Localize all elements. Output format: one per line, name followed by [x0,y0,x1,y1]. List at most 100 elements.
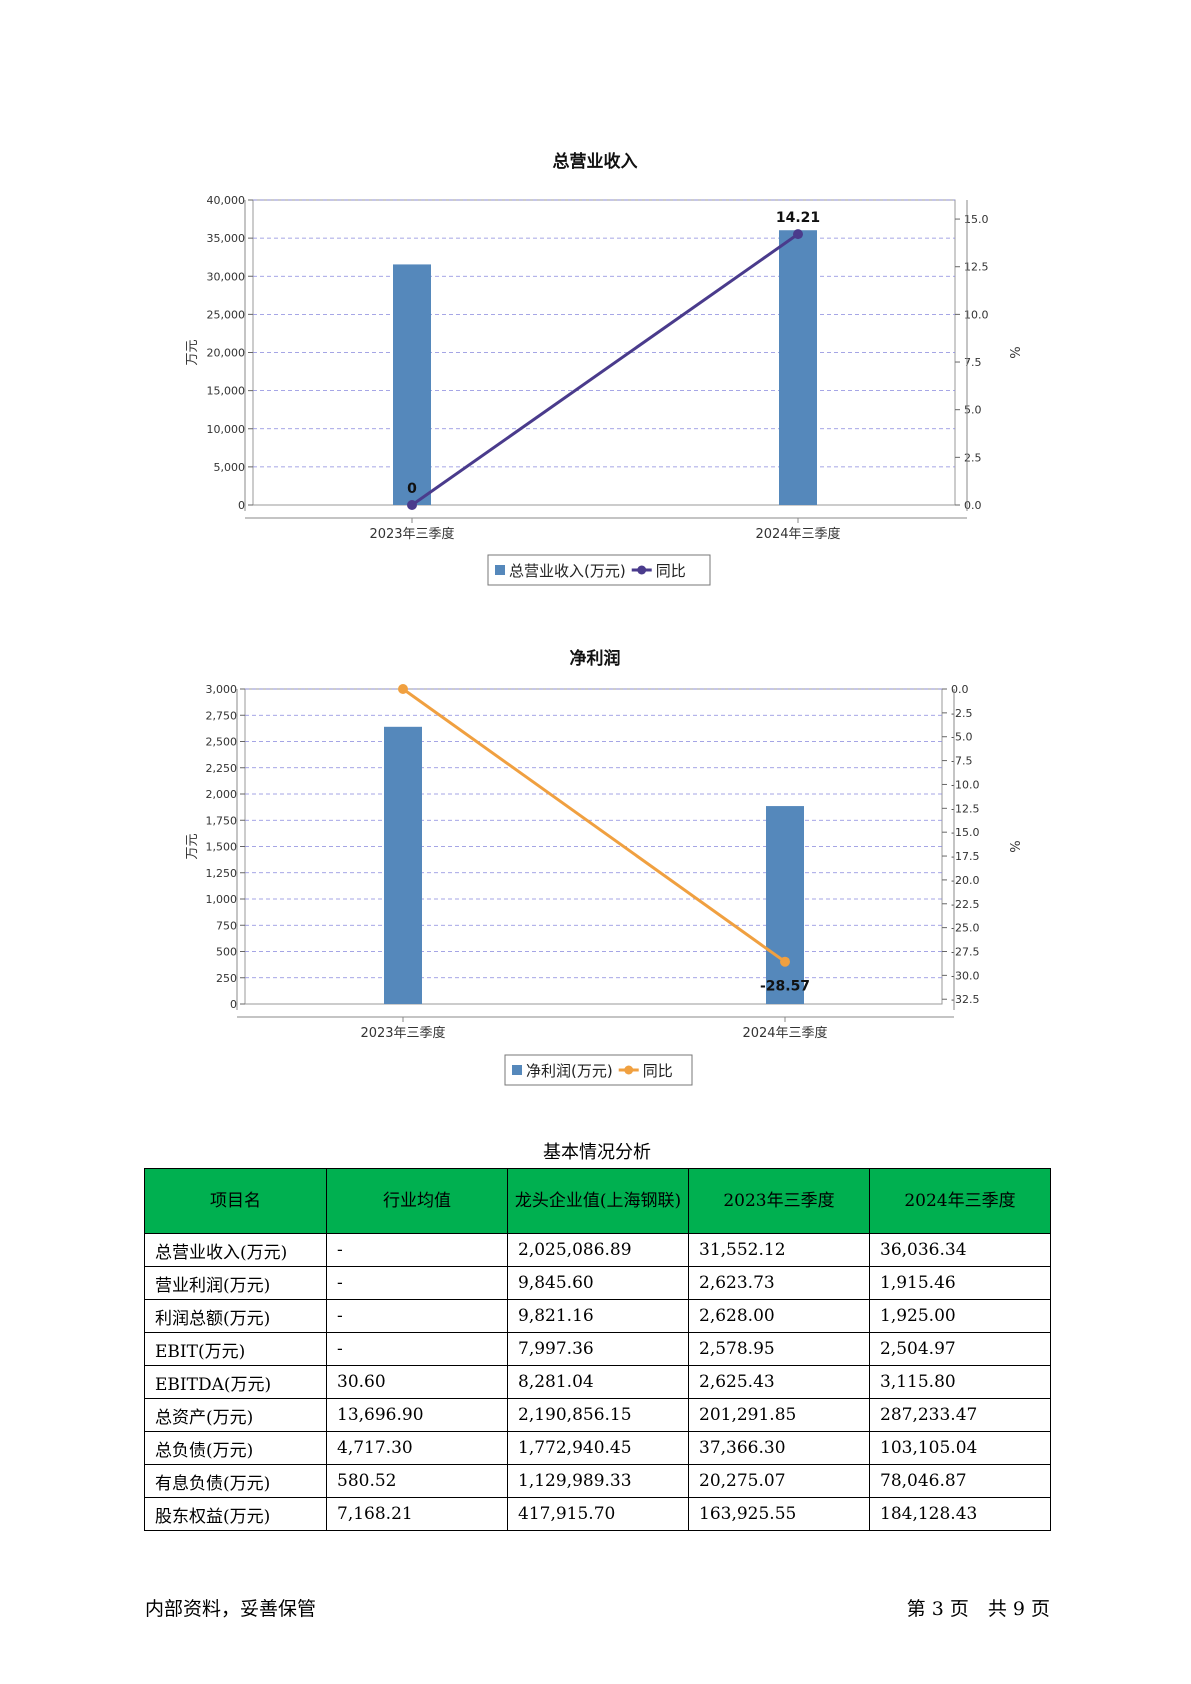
y2-tick-label: -7.5 [951,755,972,768]
table-cell: 287,233.47 [869,1398,1051,1432]
legend-line-marker [624,1065,634,1075]
footer-confidential-note: 内部资料，妥善保管 [145,1598,317,1620]
table-cell: 103,105.04 [869,1431,1051,1465]
y2-tick-label: -12.5 [951,802,979,815]
y-tick-label: 750 [216,919,237,932]
y-tick-label: 500 [216,946,237,959]
y-tick-label: 0 [230,998,237,1011]
header-2023q3: 2023年三季度 [688,1168,870,1234]
y2-tick-label: 7.5 [964,356,982,369]
table-cell: 37,366.30 [688,1431,870,1465]
table-cell: 417,915.70 [507,1497,689,1531]
table-cell: - [326,1299,508,1333]
table-row: EBIT(万元) - 7,997.36 2,578.95 2,504.97 [144,1332,1051,1366]
y2-tick-label: 0.0 [951,683,969,696]
line-point [407,500,417,510]
table-cell: 36,036.34 [869,1233,1051,1267]
table-cell: 2,623.73 [688,1266,870,1300]
table-cell: 8,281.04 [507,1365,689,1399]
table-cell: 1,925.00 [869,1299,1051,1333]
header-2024q3: 2024年三季度 [869,1168,1051,1234]
legend-bar-swatch [512,1065,522,1075]
table-cell: 2,504.97 [869,1332,1051,1366]
y-tick-label: 35,000 [207,232,246,245]
table-cell: - [326,1332,508,1366]
chart-title: 净利润 [570,648,621,669]
x-tick-label: 2023年三季度 [369,526,454,542]
y2-tick-label: -25.0 [951,922,979,935]
legend-bar-label: 净利润(万元) [526,1062,613,1080]
y-axis-title: 万元 [185,339,200,365]
table-row: 总营业收入(万元) - 2,025,086.89 31,552.12 36,03… [144,1233,1051,1267]
y2-tick-label: 0.0 [964,499,982,512]
y2-axis-title: % [1006,346,1021,358]
table-cell: 2,628.00 [688,1299,870,1333]
table-row: 总资产(万元) 13,696.90 2,190,856.15 201,291.8… [144,1398,1051,1432]
y2-tick-label: -17.5 [951,850,979,863]
bar [779,230,817,505]
y2-tick-label: -20.0 [951,874,979,887]
y2-tick-label: -27.5 [951,946,979,959]
table-row: 营业利润(万元) - 9,845.60 2,623.73 1,915.46 [144,1266,1051,1300]
table-cell: 股东权益(万元) [144,1497,327,1531]
table-row: 有息负债(万元) 580.52 1,129,989.33 20,275.07 7… [144,1464,1051,1498]
table-cell: 580.52 [326,1464,508,1498]
revenue-chart-svg: 总营业收入 0 5,000 10,000 15,000 20,000 25,000 30,00… [185,151,1021,586]
y-tick-label: 30,000 [207,270,246,283]
table-row: 总负债(万元) 4,717.30 1,772,940.45 37,366.30 … [144,1431,1051,1465]
y2-tick-label: 15.0 [964,213,989,226]
table-cell: 2,025,086.89 [507,1233,689,1267]
line-series [402,687,786,963]
y-tick-label: 1,250 [206,867,238,880]
table-header-row: 项目名 行业均值 龙头企业值(上海钢联) 2023年三季度 2024年三季度 [144,1168,1051,1234]
x-tick-label: 2024年三季度 [755,526,840,542]
net-profit-chart: 净利润 0 250 500 750 1,000 1,250 1,500 1,750 2,000 2,… [0,640,1191,1100]
table-cell: 9,845.60 [507,1266,689,1300]
table-row: 股东权益(万元) 7,168.21 417,915.70 163,925.55 … [144,1497,1051,1531]
data-label: 0 [407,481,417,497]
y2-tick-label: -15.0 [951,826,979,839]
header-item-name: 项目名 [144,1168,327,1234]
y2-tick-label: 12.5 [964,261,989,274]
table-cell: 4,717.30 [326,1431,508,1465]
table-cell: 1,772,940.45 [507,1431,689,1465]
table-cell: - [326,1266,508,1300]
table-cell: 9,821.16 [507,1299,689,1333]
y-tick-label: 250 [216,972,237,985]
table-cell: 1,129,989.33 [507,1464,689,1498]
line-point [793,229,803,240]
net-profit-chart-svg: 净利润 0 250 500 750 1,000 1,250 1,500 1,750 2,000 2,… [185,648,1021,1086]
y-tick-label: 5,000 [214,461,246,474]
table-cell: 163,925.55 [688,1497,870,1531]
table-cell: - [326,1233,508,1267]
chart-title: 总营业收入 [553,151,638,172]
bar [393,264,431,505]
x-tick-label: 2023年三季度 [360,1025,445,1041]
table-cell: 有息负债(万元) [144,1464,327,1498]
table-row: EBITDA(万元) 30.60 8,281.04 2,625.43 3,115… [144,1365,1051,1399]
line-point [398,684,408,694]
y-tick-label: 2,500 [206,736,238,749]
table-cell: 20,275.07 [688,1464,870,1498]
legend-bar-swatch [495,565,505,575]
bar [766,806,804,1004]
line-point [780,956,790,967]
legend-box [487,554,711,586]
legend-line-marker [637,565,647,575]
y-tick-label: 20,000 [207,347,246,360]
table-cell: 31,552.12 [688,1233,870,1267]
y-tick-label: 15,000 [207,385,246,398]
legend-box [504,1054,693,1086]
table-cell: 总负债(万元) [144,1431,327,1465]
table-cell: 2,190,856.15 [507,1398,689,1432]
table-cell: EBIT(万元) [144,1332,327,1366]
y-tick-label: 2,250 [206,762,238,775]
table-cell: 201,291.85 [688,1398,870,1432]
table-cell: 7,168.21 [326,1497,508,1531]
data-label: 14.21 [776,210,820,226]
line-series [411,232,799,507]
plot-area [244,688,943,1005]
table-cell: 总营业收入(万元) [144,1233,327,1267]
y2-tick-label: -2.5 [951,707,972,720]
y-tick-label: 25,000 [207,308,246,321]
